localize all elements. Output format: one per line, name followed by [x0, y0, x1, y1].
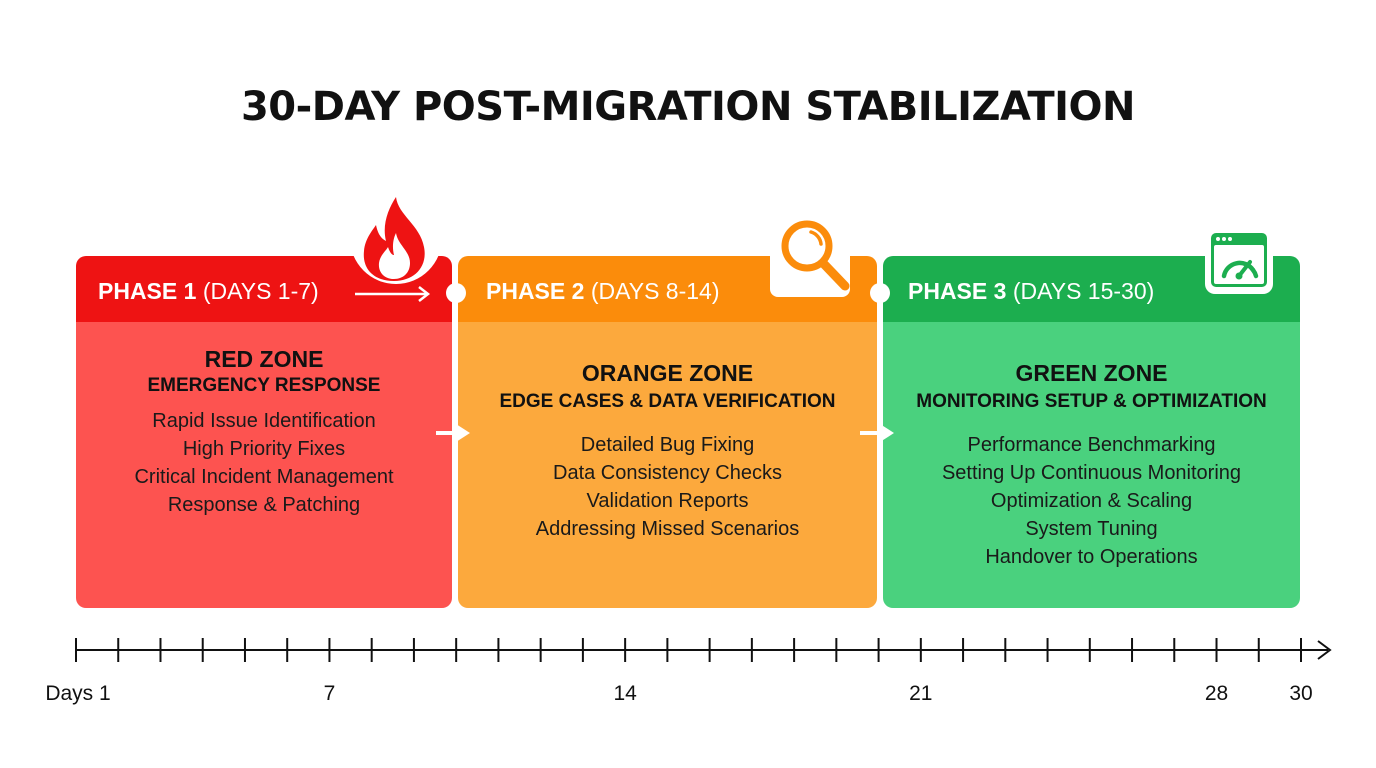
magnifier-icon	[781, 220, 850, 291]
phase-3-body: GREEN ZONE MONITORING SETUP & OPTIMIZATI…	[883, 322, 1300, 608]
phase-3-zone: GREEN ZONE	[1015, 360, 1168, 386]
list-item: Response & Patching	[167, 494, 361, 516]
list-item: Detailed Bug Fixing	[580, 434, 755, 456]
list-item: Data Consistency Checks	[553, 462, 782, 484]
list-item: Setting Up Continuous Monitoring	[941, 462, 1242, 484]
list-item: High Priority Fixes	[182, 438, 346, 460]
phase-2-zone: ORANGE ZONE	[581, 360, 754, 386]
phase-1-title: PHASE 1	[98, 278, 197, 304]
list-item: Addressing Missed Scenarios	[535, 518, 800, 540]
list-item: Rapid Issue Identification	[152, 410, 376, 432]
list-item: Validation Reports	[586, 490, 749, 512]
timeline-label: 14	[613, 682, 637, 705]
phase-3-label: PHASE 3 (DAYS 15-30)	[908, 278, 1154, 305]
phase-2-title: PHASE 2	[486, 278, 585, 304]
timeline-axis: Days 1 7 14 21 28 30	[0, 630, 1376, 730]
timeline-label: 30	[1289, 682, 1313, 705]
phase-1-label: PHASE 1 (DAYS 1-7)	[98, 278, 319, 305]
timeline-label: Days 1	[45, 682, 111, 705]
phase-2-label: PHASE 2 (DAYS 8-14)	[486, 278, 720, 305]
timeline-label: 21	[909, 682, 933, 705]
phase-3-card: PHASE 3 (DAYS 15-30) GREEN ZONE MONITORI…	[883, 256, 1300, 608]
phase-2-range: (DAYS 8-14)	[590, 278, 720, 304]
phase-2-entry-arrow-icon	[436, 424, 470, 442]
phase-1-arrow-icon	[355, 286, 431, 302]
timeline-ruler	[75, 638, 1332, 662]
list-item: Performance Benchmarking	[967, 434, 1216, 456]
phase-3-entry-arrow-icon	[860, 424, 894, 442]
phase-3-subtitle: MONITORING SETUP & OPTIMIZATION	[916, 391, 1267, 412]
phase-1-2-connector-dot	[446, 283, 466, 303]
list-item: System Tuning	[1025, 518, 1158, 540]
phase-2-body: ORANGE ZONE EDGE CASES & DATA VERIFICATI…	[458, 322, 877, 608]
phase-3-items: Performance Benchmarking Setting Up Cont…	[883, 431, 1300, 571]
phase-3-range: (DAYS 15-30)	[1012, 278, 1155, 304]
phase-2-card: PHASE 2 (DAYS 8-14) ORANGE ZONE EDGE CAS…	[458, 256, 877, 608]
list-item: Optimization & Scaling	[990, 490, 1193, 512]
phase-1-items: Rapid Issue Identification High Priority…	[76, 407, 452, 519]
list-item: Handover to Operations	[985, 546, 1198, 568]
phase-3-title: PHASE 3	[908, 278, 1007, 304]
phase-2-3-connector-dot	[870, 283, 890, 303]
phase-1-zone: RED ZONE	[204, 346, 324, 372]
phase-2-subtitle: EDGE CASES & DATA VERIFICATION	[499, 391, 836, 412]
dashboard-gauge-icon	[1205, 228, 1273, 294]
fire-icon	[363, 197, 425, 281]
timeline-label: 28	[1204, 682, 1229, 705]
page-title: 30-DAY POST-MIGRATION STABILIZATION	[240, 84, 1136, 130]
phase-1-card: PHASE 1 (DAYS 1-7) RED ZONE EMERGENCY RE…	[76, 256, 452, 608]
phase-2-items: Detailed Bug Fixing Data Consistency Che…	[458, 431, 877, 543]
phase-1-subtitle: EMERGENCY RESPONSE	[147, 375, 381, 396]
phase-1-body: RED ZONE EMERGENCY RESPONSE Rapid Issue …	[76, 322, 452, 608]
timeline-label: 7	[323, 682, 336, 705]
timeline-arrow-icon	[1317, 640, 1332, 660]
phase-1-range: (DAYS 1-7)	[202, 278, 319, 304]
list-item: Critical Incident Management	[134, 466, 394, 488]
